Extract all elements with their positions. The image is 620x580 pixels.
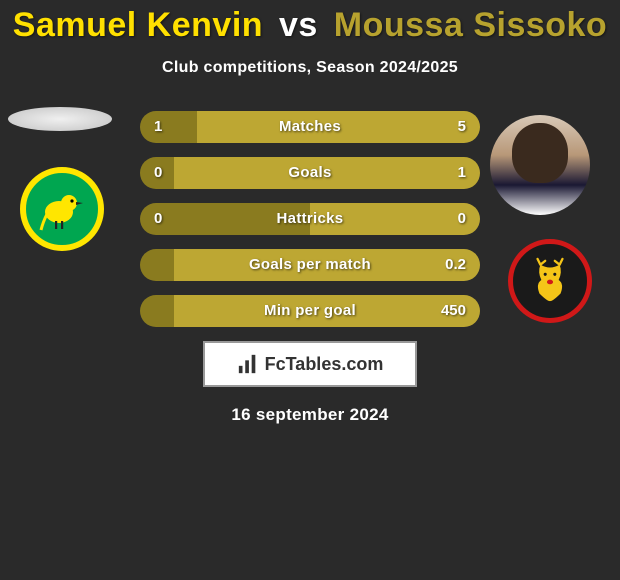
player1-club-badge [20, 167, 104, 251]
stat-row: Goals per match0.2 [140, 249, 480, 281]
stat-value-right: 5 [458, 111, 466, 143]
vs-text: vs [279, 6, 318, 44]
stat-label: Goals [140, 157, 480, 189]
stat-value-right: 0.2 [445, 249, 466, 281]
bars-chart-icon [237, 353, 259, 375]
canary-icon [37, 184, 87, 234]
content-area: Matches15Goals01Hattricks00Goals per mat… [0, 111, 620, 425]
player2-avatar [490, 115, 590, 215]
stat-row: Hattricks0 0 [140, 203, 480, 235]
player2-name: Moussa Sissoko [334, 6, 607, 44]
player2-club-badge [508, 239, 592, 323]
player1-name: Samuel Kenvin [13, 6, 263, 44]
stat-value-left: 0 [154, 203, 162, 235]
stat-value-left: 0 [154, 157, 162, 189]
stat-label: Hattricks [140, 203, 480, 235]
stat-label: Min per goal [140, 295, 480, 327]
branding-box: FcTables.com [203, 341, 417, 387]
stat-value-right: 0 [458, 203, 466, 235]
stat-value-right: 1 [458, 157, 466, 189]
stat-bars: Matches15Goals01Hattricks00Goals per mat… [140, 111, 480, 327]
stat-label: Goals per match [140, 249, 480, 281]
stat-row: Matches1 5 [140, 111, 480, 143]
branding-text: FcTables.com [265, 354, 384, 375]
subtitle: Club competitions, Season 2024/2025 [0, 59, 620, 77]
comparison-title: Samuel Kenvin vs Moussa Sissoko [0, 0, 620, 45]
stat-row: Goals0 1 [140, 157, 480, 189]
stat-label: Matches [140, 111, 480, 143]
hart-icon [526, 257, 574, 305]
comparison-date: 16 september 2024 [0, 405, 620, 425]
stat-value-right: 450 [441, 295, 466, 327]
stat-value-left: 1 [154, 111, 162, 143]
player1-avatar [8, 107, 112, 131]
stat-row: Min per goal450 [140, 295, 480, 327]
